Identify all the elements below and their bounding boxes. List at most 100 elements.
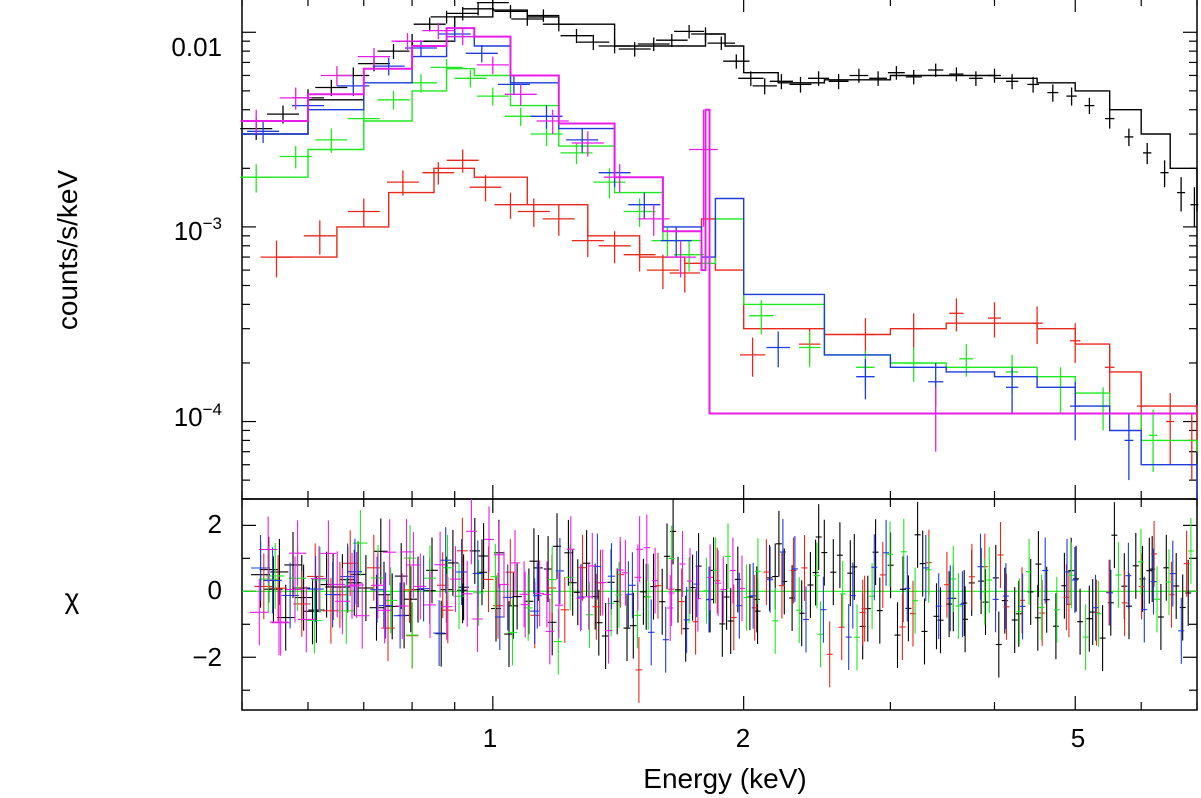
residual-point-red-33 [778, 552, 785, 619]
data-point-black-17 [560, 29, 593, 44]
x-tick-label-1: 1 [483, 723, 497, 753]
residual-point-green-46 [981, 558, 988, 625]
residual-point-green-42 [912, 567, 919, 634]
residual-point-magenta-13 [355, 582, 370, 649]
data-point-black-39 [969, 71, 983, 86]
data-point-blue-9 [566, 128, 599, 153]
residual-point-red-55 [1121, 569, 1128, 636]
data-point-black-32 [828, 74, 849, 90]
residual-point-magenta-15 [377, 577, 392, 644]
residual-point-red-47 [997, 522, 1004, 588]
residual-point-magenta-59 [739, 555, 745, 622]
residual-point-blue-24 [629, 552, 636, 619]
residual-point-green-12 [441, 534, 454, 601]
residual-point-green-59 [1187, 518, 1194, 584]
residual-point-blue-53 [1092, 574, 1099, 641]
data-point-black-51 [1190, 187, 1199, 227]
data-point-magenta-9 [536, 109, 569, 134]
data-point-black-28 [752, 78, 777, 95]
data-point-green-16 [749, 300, 774, 335]
residual-point-magenta-49 [651, 547, 659, 614]
residual-point-black-116 [1034, 584, 1041, 651]
x-tick-label-2: 2 [736, 723, 750, 753]
data-point-magenta-5 [422, 22, 455, 40]
y-tick-label-1e-3: 10−3 [174, 214, 222, 246]
residual-point-green-16 [507, 599, 518, 666]
residual-point-blue-1 [263, 547, 282, 614]
data-point-black-37 [928, 63, 944, 77]
residual-point-black-122 [1073, 545, 1080, 612]
data-point-black-34 [869, 71, 887, 86]
data-point-black-15 [527, 9, 560, 22]
residual-point-black-5 [284, 531, 302, 598]
data-point-black-9 [430, 10, 463, 24]
y-tick-1e-4-exp: −4 [203, 400, 222, 419]
residual-point-black-108 [978, 548, 985, 615]
residual-point-magenta-31 [510, 530, 520, 596]
data-point-magenta-11 [603, 164, 636, 193]
residual-point-black-130 [1126, 573, 1132, 640]
residual-point-green-19 [554, 608, 563, 675]
data-point-black-18 [577, 34, 610, 51]
residual-point-red-41 [899, 594, 906, 660]
data-point-black-13 [494, 5, 527, 19]
residual-point-magenta-43 [605, 597, 613, 664]
residual-point-green-25 [645, 563, 652, 630]
residual-point-black-29 [447, 529, 459, 596]
residual-point-red-34 [790, 537, 797, 604]
residual-point-blue-10 [417, 555, 430, 622]
residual-point-green-38 [854, 604, 860, 671]
data-point-black-24 [691, 27, 720, 42]
data-point-red-25 [1166, 393, 1175, 465]
data-point-blue-16 [1006, 367, 1019, 414]
data-point-black-22 [656, 34, 688, 47]
data-point-green-15 [674, 240, 705, 272]
residual-point-red-15 [493, 572, 503, 639]
residual-point-blue-33 [779, 519, 786, 585]
residual-point-blue-9 [393, 582, 407, 649]
residual-point-black-114 [1015, 580, 1022, 647]
data-point-red-12 [623, 240, 656, 272]
residual-point-black-109 [982, 569, 989, 635]
residual-point-red-16 [505, 539, 515, 606]
data-point-black-48 [1143, 143, 1152, 165]
residual-point-blue-47 [992, 566, 999, 633]
residual-point-green-52 [1068, 542, 1075, 609]
residual-point-magenta-30 [499, 551, 509, 618]
residual-point-green-23 [615, 561, 623, 628]
residual-point-black-83 [812, 539, 819, 606]
y-tick-1e-4-base: 10 [174, 402, 203, 432]
residual-point-green-51 [1053, 576, 1060, 643]
residual-point-blue-42 [922, 535, 929, 601]
residual-point-magenta-38 [566, 516, 575, 583]
residual-point-green-45 [955, 573, 962, 639]
residual-point-black-119 [1052, 593, 1059, 660]
residual-point-black-86 [830, 539, 837, 606]
residual-point-green-33 [772, 587, 779, 654]
data-point-black-29 [769, 74, 793, 90]
residual-point-green-37 [839, 560, 846, 627]
residual-point-blue-45 [959, 571, 966, 638]
residual-point-blue-54 [1107, 559, 1114, 626]
residual-point-blue-41 [904, 555, 911, 622]
residual-point-magenta-57 [720, 556, 727, 623]
data-point-red-11 [598, 231, 631, 264]
data-point-red-18 [905, 313, 922, 348]
data-point-green-13 [623, 198, 656, 227]
residual-point-black-82 [807, 552, 814, 618]
residual-point-red-48 [1003, 573, 1010, 640]
residual-point-red-2 [293, 570, 311, 637]
residual-point-green-48 [1016, 578, 1023, 645]
residual-point-green-53 [1082, 604, 1089, 671]
residual-point-magenta-8 [320, 520, 337, 587]
residual-point-black-94 [887, 532, 894, 599]
residual-point-black-61 [663, 523, 671, 590]
residual-point-blue-36 [820, 576, 827, 643]
y-tick-1e-3-exp: −3 [203, 214, 222, 233]
residual-point-magenta-24 [449, 546, 461, 613]
y-tick-label-1e-4: 10−4 [174, 400, 222, 432]
data-point-green-7 [454, 70, 487, 88]
residual-point-red-13 [457, 517, 468, 584]
data-point-green-8 [476, 87, 509, 106]
